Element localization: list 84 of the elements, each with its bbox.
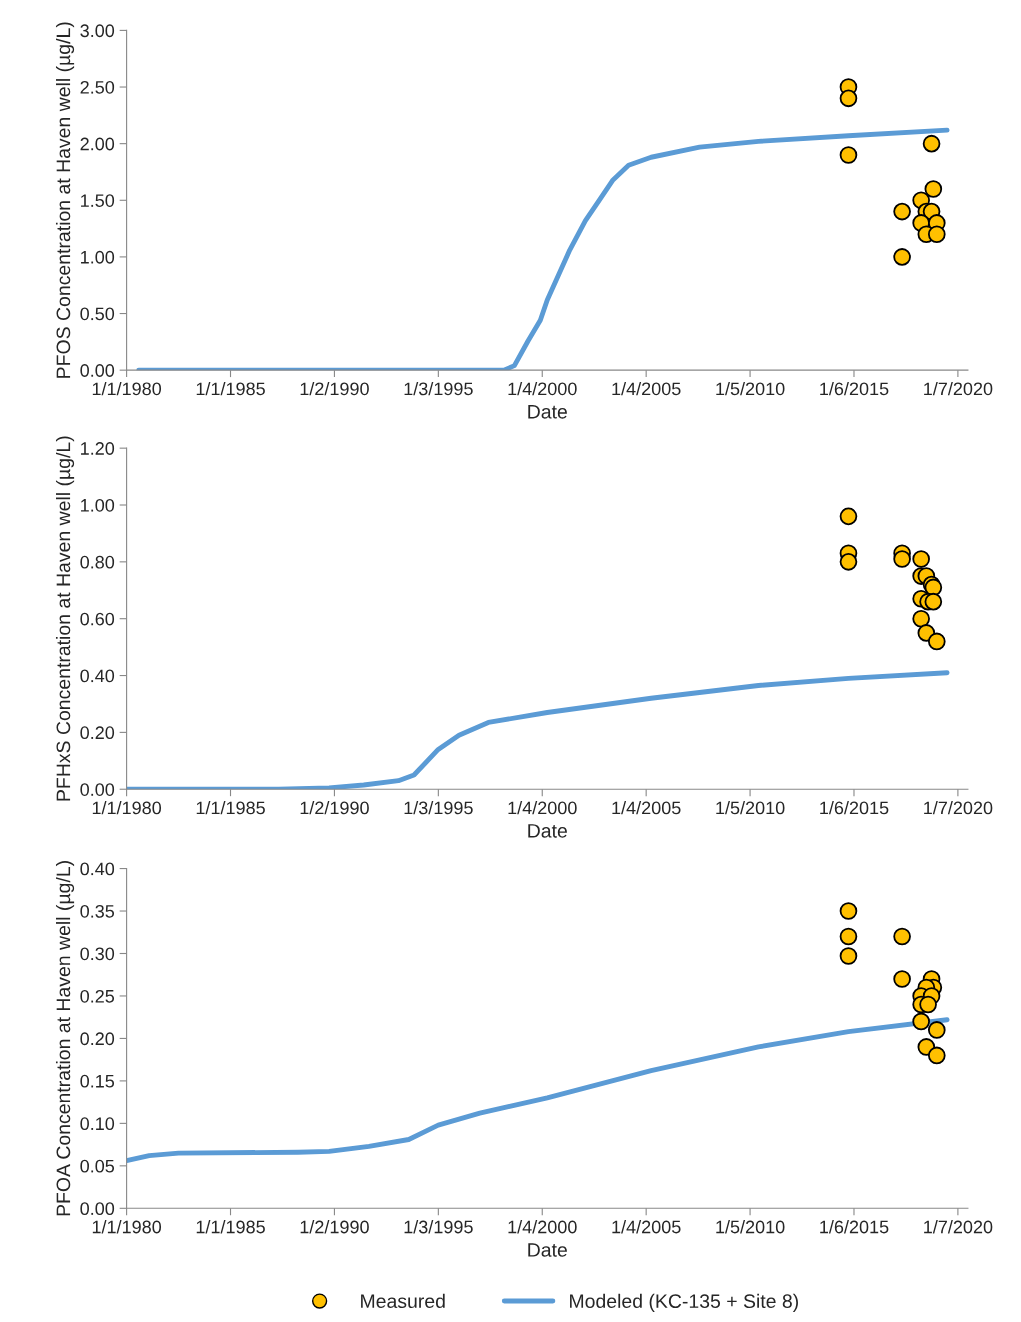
- point: [839, 927, 858, 946]
- x-tick-label: 1/2/1990: [300, 381, 369, 396]
- point: [839, 553, 858, 571]
- point: [839, 507, 858, 526]
- y-tick-label: 1.00: [81, 250, 115, 264]
- y-tick-label: 0.40: [80, 669, 115, 683]
- x-tick-label: 1/4/2000: [508, 381, 577, 396]
- point: [919, 995, 937, 1014]
- x-tick-label: 1/3/1995: [404, 801, 473, 815]
- y-axis-title: PFOA Concentration at Haven well (µg/L): [55, 861, 75, 1216]
- y-tick-label: 3.00: [80, 24, 115, 38]
- y-tick-label: 1.00: [81, 498, 115, 512]
- y-tick-label: 0.25: [80, 989, 115, 1003]
- y-tick-label: 0.10: [80, 1117, 115, 1131]
- x-tick-label: 1/4/2005: [612, 381, 681, 396]
- y-tick-label: 0.40: [80, 862, 115, 876]
- x-tick-label: 1/1/1985: [196, 801, 265, 815]
- point: [893, 202, 911, 221]
- x-axis-title: Date: [528, 405, 567, 419]
- x-tick-label: 1/7/2020: [924, 801, 993, 815]
- x-tick-label: 1/6/2015: [820, 1220, 889, 1234]
- y-axis-title: PFHxS Concentration at Haven well (µg/L): [55, 436, 75, 801]
- y-tick-label: 0.20: [80, 726, 115, 740]
- y-tick-label: 0.00: [80, 783, 115, 796]
- point: [893, 927, 911, 946]
- x-tick-label: 1/4/2000: [508, 1220, 577, 1234]
- x-tick-label: 1/3/1995: [404, 1220, 473, 1234]
- y-tick-label: 0.00: [80, 364, 115, 377]
- x-tick-label: 1/1/1985: [196, 381, 265, 396]
- point: [924, 592, 943, 611]
- point: [912, 550, 930, 568]
- y-tick-label: 0.60: [80, 612, 115, 626]
- x-tick-label: 1/1/1985: [196, 1220, 265, 1234]
- x-tick-label: 1/5/2010: [716, 801, 785, 815]
- y-tick-label: 0.30: [80, 947, 115, 961]
- y-tick-label: 0.50: [80, 307, 115, 321]
- y-tick-label: 0.35: [80, 904, 115, 918]
- point: [839, 947, 858, 965]
- x-tick-label: 1/6/2015: [820, 801, 889, 815]
- y-tick-label: 0.05: [80, 1159, 115, 1173]
- point: [922, 134, 941, 153]
- x-tick-label: 1/2/1990: [300, 1220, 369, 1234]
- point: [927, 225, 946, 244]
- x-tick-label: 1/3/1995: [404, 381, 473, 396]
- point: [893, 550, 911, 568]
- x-tick-label: 1/5/2010: [716, 381, 785, 396]
- y-axis-title: PFOS Concentration at Haven well (µg/L): [55, 22, 75, 378]
- point: [912, 609, 930, 628]
- legend-label: Modeled (KC-135 + Site 8): [570, 1293, 798, 1312]
- point: [893, 248, 911, 266]
- x-tick-label: 1/1/1980: [92, 801, 162, 815]
- point: [893, 970, 911, 988]
- y-tick-label: 0.00: [80, 1202, 115, 1216]
- x-tick-label: 1/1/1980: [92, 1220, 162, 1234]
- y-tick-label: 0.80: [80, 555, 115, 569]
- point: [927, 1021, 946, 1039]
- x-tick-label: 1/7/2020: [924, 1220, 993, 1234]
- point: [839, 89, 858, 108]
- x-tick-label: 1/4/2005: [612, 1220, 681, 1234]
- point: [839, 146, 858, 164]
- y-tick-label: 0.20: [80, 1032, 115, 1046]
- y-tick-label: 2.00: [80, 137, 115, 151]
- point: [912, 1012, 930, 1031]
- line-series: [126, 670, 950, 790]
- x-tick-label: 1/4/2000: [508, 801, 577, 815]
- point: [839, 902, 858, 920]
- x-tick-label: 1/1/1980: [92, 381, 162, 396]
- y-tick-label: 2.50: [80, 80, 115, 94]
- line-series: [126, 1017, 950, 1164]
- line-series: [136, 127, 950, 371]
- x-axis-title: Date: [528, 824, 567, 838]
- y-tick-label: 0.15: [80, 1074, 115, 1088]
- x-tick-label: 1/2/1990: [300, 801, 369, 815]
- x-axis-title: Date: [528, 1243, 567, 1257]
- x-tick-label: 1/6/2015: [820, 381, 889, 396]
- x-tick-label: 1/4/2005: [612, 801, 681, 815]
- y-tick-label: 1.50: [81, 194, 115, 207]
- x-tick-label: 1/7/2020: [924, 381, 993, 396]
- y-tick-label: 1.20: [81, 442, 115, 455]
- point: [927, 1046, 946, 1065]
- x-tick-label: 1/5/2010: [716, 1220, 785, 1234]
- point: [924, 180, 943, 198]
- point: [927, 632, 946, 651]
- legend-label: Measured: [361, 1293, 445, 1309]
